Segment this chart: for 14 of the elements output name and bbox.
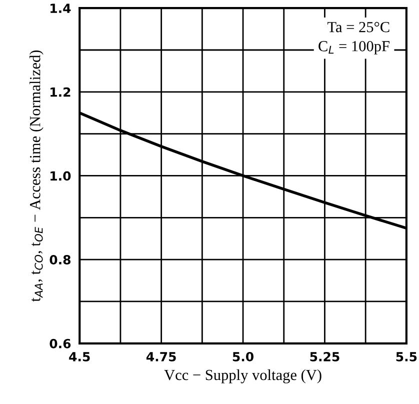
y-tick-label: 1.2 (50, 87, 70, 97)
annotation: Ta = 25°C (327, 22, 390, 32)
x-tick-label: 5.0 (232, 352, 254, 362)
y-axis-title: t$_{AA}$, t$_{CO}$, t$_{OE}$ − Access time (Normalized) (30, 50, 44, 302)
y-tick-label: 1.0 (50, 171, 71, 181)
x-tick-label: 5.25 (310, 352, 340, 362)
y-tick-label: 0.6 (50, 338, 71, 348)
x-tick-label: 4.75 (146, 352, 176, 362)
x-tick-label: 5.5 (396, 352, 417, 362)
y-tick-label: 1.4 (50, 4, 71, 13)
x-axis-title: Vcc − Supply voltage (V) (164, 369, 322, 384)
annotation: C$_{L}$ = 100pF (318, 41, 390, 54)
x-tick-label: 4.5 (69, 352, 90, 362)
y-tick-label: 0.8 (50, 255, 70, 264)
